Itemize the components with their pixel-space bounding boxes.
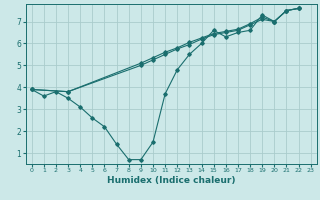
X-axis label: Humidex (Indice chaleur): Humidex (Indice chaleur) <box>107 176 236 185</box>
